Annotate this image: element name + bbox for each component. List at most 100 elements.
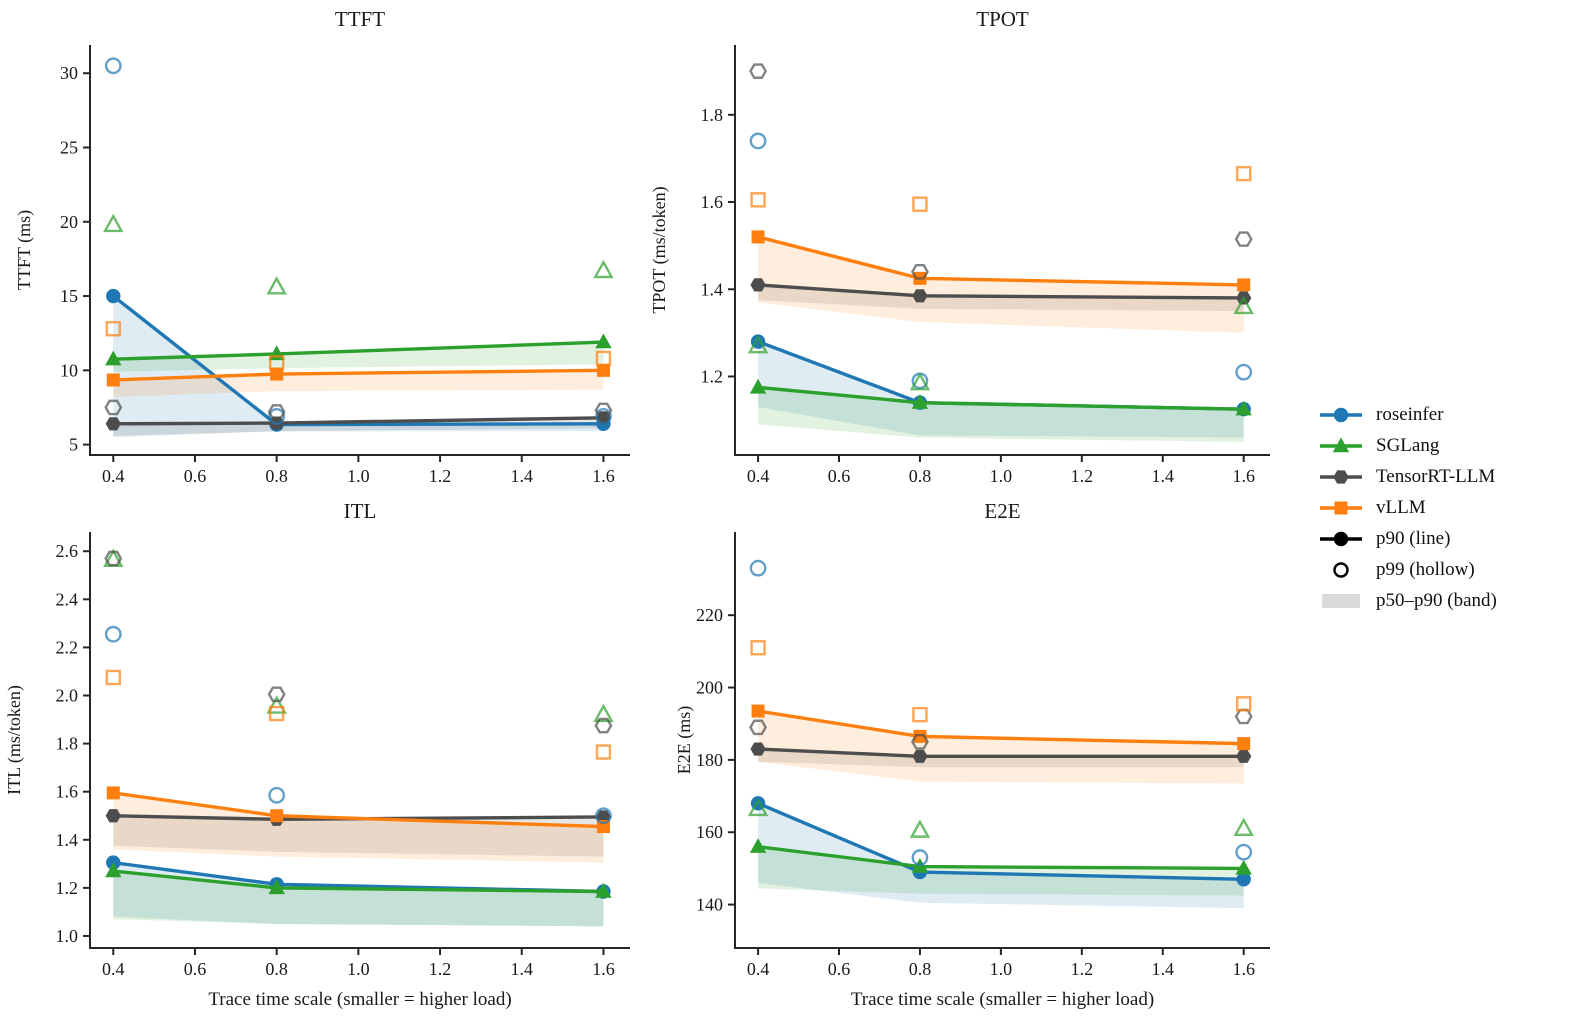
p90-marker-sglang: [749, 378, 767, 394]
p99-marker-sglang: [593, 259, 614, 279]
legend-marker-vllm: [1334, 501, 1348, 515]
x-tick-label: 1.6: [1232, 466, 1255, 486]
p99-marker-tensorrt-llm: [1234, 708, 1253, 725]
p90-marker-sglang: [749, 838, 767, 853]
roseinfer-line-marker-icon: [1318, 405, 1364, 425]
chart-title-itl: ITL: [344, 499, 377, 523]
legend-marker-p99-hollow-: [1333, 562, 1349, 578]
p90-marker-sglang: [911, 394, 929, 409]
tensorrt-llm-line-marker-icon: [1318, 467, 1364, 487]
p99-marker-sglang: [909, 819, 931, 838]
legend-label: TensorRT-LLM: [1376, 466, 1496, 487]
p99-marker-tensorrt-llm: [594, 717, 613, 734]
p90-marker-vllm: [1237, 737, 1251, 751]
p50-p90-bands: [758, 236, 1244, 442]
p99-markers: [747, 63, 1254, 391]
series-vllm: [106, 786, 610, 834]
p99-marker-tensorrt-llm: [910, 734, 929, 750]
p99-marker-sglang: [747, 797, 769, 817]
y-tick-label: 5: [69, 435, 78, 455]
x-axis-label: Trace time scale (smaller = higher load): [851, 989, 1154, 1010]
y-tick-label: 2.4: [56, 589, 79, 609]
p99-marker-roseinfer: [911, 849, 929, 866]
legend-label: SGLang: [1376, 435, 1440, 456]
p99-marker-sglang: [1233, 817, 1254, 837]
band-tensorrt-llm: [113, 815, 604, 857]
chart-title-ttft: TTFT: [335, 7, 385, 31]
x-tick-label: 1.0: [347, 466, 370, 486]
legend-swatch-p90-line-: [1320, 531, 1362, 547]
y-tick-label: 140: [696, 895, 723, 915]
p99-marker-tensorrt-llm: [104, 550, 123, 567]
legend-marker-sglang: [1332, 437, 1350, 453]
series-vllm: [106, 363, 610, 387]
p99-marker-sglang: [593, 703, 614, 723]
band-sglang: [113, 342, 604, 372]
legend-marker-p90-line-: [1333, 531, 1349, 547]
legend-marker-roseinfer: [1333, 407, 1349, 423]
p90-marker-sglang: [595, 882, 612, 898]
x-tick-label: 0.6: [184, 959, 207, 979]
band-sglang: [758, 387, 1244, 442]
y-tick-label: 1.8: [56, 734, 79, 754]
y-axis-label: TPOT (ms/token): [649, 186, 670, 313]
x-tick-label: 1.4: [511, 466, 534, 486]
y-tick-label: 1.2: [701, 366, 724, 386]
series-tensorrt-llm: [750, 278, 1252, 305]
band-roseinfer: [758, 341, 1244, 438]
legend-swatch-p99-hollow-: [1333, 562, 1349, 578]
p90-marker-tensorrt-llm: [750, 742, 766, 756]
x-tick-label: 1.6: [592, 466, 615, 486]
x-tick-label: 0.4: [102, 959, 125, 979]
x-tick-label: 1.2: [429, 959, 452, 979]
p99-marker-vllm: [268, 705, 285, 722]
vllm-line-marker-icon: [1318, 498, 1364, 518]
y-axis-label: E2E (ms): [674, 706, 695, 774]
p90-marker-tensorrt-llm: [912, 749, 928, 763]
legend-swatch-tensorrt-llm: [1320, 470, 1362, 484]
y-tick-label: 1.0: [56, 926, 79, 946]
p99-marker-roseinfer: [268, 786, 286, 804]
legend-swatch-sglang: [1320, 437, 1362, 453]
p99-marker-vllm: [912, 706, 928, 723]
p99-markers: [747, 559, 1254, 866]
x-tick-label: 1.4: [1152, 959, 1175, 979]
x-tick-label: 1.4: [511, 959, 534, 979]
p90-marker-vllm: [751, 704, 765, 718]
band-roseinfer: [113, 862, 604, 927]
p99-marker-vllm: [912, 196, 928, 212]
legend-item-roseinfer: roseinfer: [1318, 404, 1497, 426]
y-tick-label: 1.8: [701, 105, 724, 125]
band-roseinfer: [113, 296, 604, 436]
y-axis-label: ITL (ms/token): [4, 685, 25, 795]
p99-marker-tensorrt-llm: [267, 404, 286, 420]
p99-marker-vllm: [1235, 696, 1252, 712]
p90-marker-vllm: [596, 363, 610, 377]
y-tick-label: 1.2: [56, 878, 79, 898]
p90-marker-roseinfer: [1236, 872, 1251, 887]
p50-p90-bands: [113, 792, 604, 927]
x-tick-label: 0.8: [909, 959, 932, 979]
p99-marker-tensorrt-llm: [267, 686, 286, 703]
p99-marker-sglang: [747, 334, 769, 354]
legend: roseinfer SGLang TensorRT-LLM vLLM p90 (…: [1318, 404, 1497, 612]
y-tick-label: 200: [696, 678, 723, 698]
legend-item-p90-line: p90 (line): [1318, 528, 1497, 550]
y-tick-label: 1.6: [56, 782, 79, 802]
x-tick-label: 1.6: [592, 959, 615, 979]
p99-marker-tensorrt-llm: [1234, 231, 1253, 247]
chart-title-tpot: TPOT: [976, 7, 1029, 31]
axes-e2e: 0.4 0.6 0.8 1.0 1.2 1.4 1.6 140 160 180 200 220: [696, 532, 1270, 979]
p99-marker-tensorrt-llm: [594, 402, 613, 419]
p99-marker-vllm: [595, 350, 612, 367]
p99-marker-roseinfer: [1235, 363, 1253, 381]
p99-marker-roseinfer: [749, 559, 767, 577]
legend-marker-tensorrt-llm: [1333, 470, 1349, 484]
p99-markers: [103, 548, 614, 825]
p90-marker-tensorrt-llm: [912, 289, 928, 303]
y-tick-label: 10: [60, 360, 78, 380]
legend-item-p99-hollow: p99 (hollow): [1318, 559, 1497, 581]
y-tick-label: 180: [696, 750, 723, 770]
p90-marker-tensorrt-llm: [750, 278, 766, 292]
